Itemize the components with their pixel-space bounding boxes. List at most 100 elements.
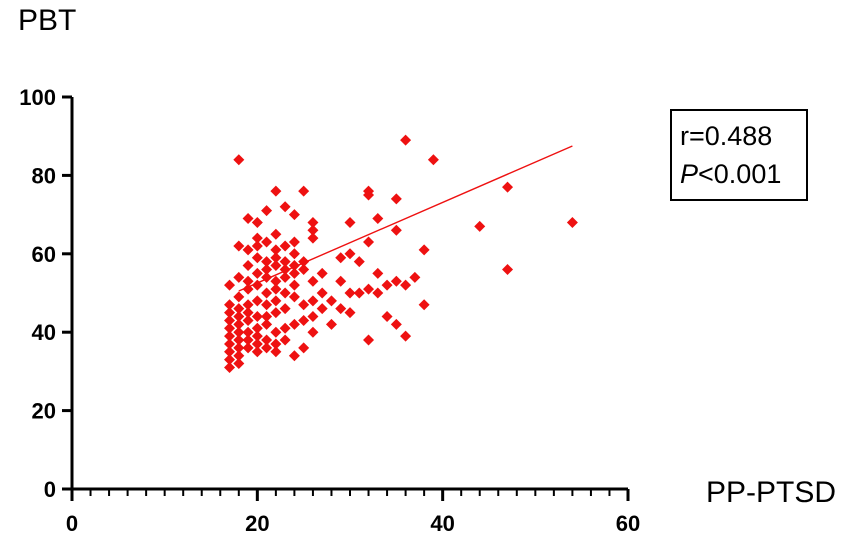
data-point <box>242 334 254 346</box>
data-point <box>325 295 337 307</box>
data-point <box>390 193 402 205</box>
data-point <box>224 338 236 350</box>
data-point <box>261 342 273 354</box>
y-axis-title: PBT <box>18 4 76 37</box>
stat-box-frame <box>670 109 808 201</box>
data-point <box>233 271 245 283</box>
data-point <box>251 295 263 307</box>
data-point <box>316 303 328 315</box>
data-point <box>233 291 245 303</box>
data-point <box>279 240 291 252</box>
data-point <box>372 287 384 299</box>
data-point <box>381 279 393 291</box>
p-symbol: P <box>680 159 698 189</box>
data-point <box>298 314 310 326</box>
data-point <box>390 275 402 287</box>
x-tick-label: 60 <box>616 511 640 536</box>
data-point <box>251 338 263 350</box>
x-tick-label: 40 <box>430 511 454 536</box>
data-point <box>233 326 245 338</box>
data-point <box>418 244 430 256</box>
data-point <box>261 236 273 248</box>
data-point <box>270 244 282 256</box>
p-threshold: <0.001 <box>698 159 781 189</box>
data-point <box>400 330 412 342</box>
data-point <box>335 303 347 315</box>
data-point <box>224 354 236 366</box>
data-point <box>233 350 245 362</box>
data-point <box>242 299 254 311</box>
data-point <box>270 338 282 350</box>
data-point <box>270 185 282 197</box>
x-tick-label: 0 <box>66 511 78 536</box>
data-point <box>372 213 384 225</box>
data-point <box>251 216 263 228</box>
data-point <box>381 311 393 323</box>
data-point <box>242 260 254 272</box>
data-point <box>233 342 245 354</box>
data-point <box>279 287 291 299</box>
x-tick-label: 20 <box>245 511 269 536</box>
data-point <box>224 346 236 358</box>
data-point <box>224 361 236 373</box>
data-point <box>251 240 263 252</box>
data-point <box>288 279 300 291</box>
data-point <box>279 303 291 315</box>
data-point <box>307 216 319 228</box>
data-point <box>288 291 300 303</box>
data-point <box>242 275 254 287</box>
data-point <box>270 228 282 240</box>
data-point <box>279 201 291 213</box>
data-point <box>251 311 263 323</box>
data-point <box>279 256 291 268</box>
data-point <box>474 220 486 232</box>
data-point <box>316 287 328 299</box>
data-point <box>288 236 300 248</box>
data-point <box>224 322 236 334</box>
y-tick-label: 40 <box>32 320 56 345</box>
data-point <box>502 181 514 193</box>
data-point <box>298 263 310 275</box>
data-point <box>344 307 356 319</box>
data-point <box>261 256 273 268</box>
data-point <box>390 224 402 236</box>
data-point <box>363 236 375 248</box>
data-point <box>279 334 291 346</box>
data-point <box>400 134 412 146</box>
data-point <box>224 330 236 342</box>
y-tick-label: 60 <box>32 242 56 267</box>
data-point <box>427 154 439 166</box>
data-point <box>325 318 337 330</box>
data-point <box>298 342 310 354</box>
data-point <box>261 299 273 311</box>
data-point <box>288 350 300 362</box>
data-point <box>261 205 273 217</box>
data-point <box>261 318 273 330</box>
data-point <box>344 216 356 228</box>
y-tick-label: 100 <box>19 85 56 110</box>
data-point <box>224 299 236 311</box>
data-point <box>224 314 236 326</box>
data-point <box>242 244 254 256</box>
data-point <box>390 318 402 330</box>
data-point <box>261 287 273 299</box>
data-point <box>242 326 254 338</box>
data-point <box>233 311 245 323</box>
data-point <box>353 256 365 268</box>
data-point <box>242 314 254 326</box>
x-axis-title: PP-PTSD <box>706 476 836 509</box>
data-point <box>270 326 282 338</box>
data-point <box>307 275 319 287</box>
data-point <box>251 252 263 264</box>
data-point <box>418 299 430 311</box>
r-value: r=0.488 <box>680 121 772 151</box>
data-point <box>251 330 263 342</box>
y-tick-label: 80 <box>32 163 56 188</box>
data-point <box>251 322 263 334</box>
data-point <box>279 322 291 334</box>
data-point <box>242 342 254 354</box>
data-point <box>363 334 375 346</box>
data-point <box>307 232 319 244</box>
data-point <box>270 307 282 319</box>
